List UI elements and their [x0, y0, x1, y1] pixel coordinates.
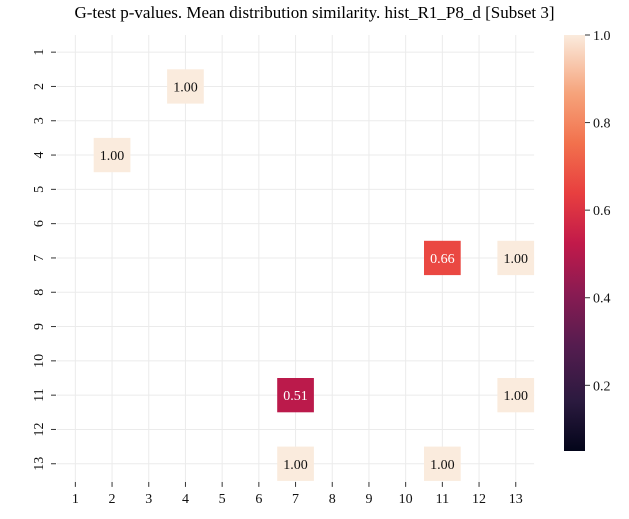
colorbar-tick-label: 0.4 [593, 292, 611, 307]
y-tick-label: 1 [32, 49, 47, 56]
x-tick-label: 13 [509, 492, 523, 507]
x-tick-label: 5 [219, 492, 226, 507]
cell-value-label: 1.00 [504, 389, 529, 404]
heatmap-cell [497, 378, 535, 413]
y-tick-label: 11 [32, 388, 47, 401]
y-tick-label: 3 [32, 117, 47, 124]
y-tick-label: 5 [32, 186, 47, 193]
x-tick-label: 3 [145, 492, 152, 507]
colorbar-tick-label: 0.6 [593, 204, 611, 219]
x-tick-label: 12 [472, 492, 486, 507]
colorbar: 0.2 0.4 0.6 0.8 1.0 [564, 29, 611, 451]
colorbar-tick-label: 0.2 [593, 379, 611, 394]
cell-value-label: 1.00 [504, 252, 529, 267]
x-tick-label: 1 [72, 492, 79, 507]
x-tick-label: 2 [109, 492, 116, 507]
x-tick-label: 6 [255, 492, 262, 507]
x-tick-label: 10 [399, 492, 413, 507]
y-tick-label: 13 [32, 457, 47, 471]
y-tick-label: 2 [32, 83, 47, 90]
x-tick-label: 11 [436, 492, 449, 507]
x-tick-label: 7 [292, 492, 299, 507]
heatmap-cell [424, 240, 461, 276]
heatmap-cells: 1.00 1.00 0.66 1.00 0.51 1.00 1.00 1.00 [93, 69, 535, 481]
y-tick-label: 10 [32, 354, 47, 368]
colorbar-gradient [564, 35, 585, 451]
heatmap-cell [277, 378, 314, 413]
colorbar-tick-label: 1.0 [593, 29, 611, 44]
heatmap-cell [497, 240, 535, 276]
heatmap-cell [277, 446, 314, 481]
cell-value-label: 1.00 [430, 458, 455, 473]
cell-value-label: 0.66 [430, 252, 455, 267]
cell-value-label: 1.00 [283, 458, 308, 473]
y-tick-label: 6 [32, 220, 47, 227]
y-tick-label: 4 [32, 152, 47, 159]
x-axis: 1 2 3 4 5 6 7 8 9 10 11 12 13 [72, 481, 523, 507]
y-tick-label: 7 [32, 254, 47, 261]
y-tick-label: 12 [32, 422, 47, 436]
cell-value-label: 1.00 [100, 149, 125, 164]
grid-lines [57, 35, 535, 481]
cell-value-label: 0.51 [283, 389, 308, 404]
heatmap-cell [93, 137, 131, 173]
cell-value-label: 1.00 [173, 80, 198, 95]
x-tick-label: 9 [365, 492, 372, 507]
x-tick-label: 4 [182, 492, 189, 507]
x-tick-label: 8 [329, 492, 336, 507]
y-tick-label: 8 [32, 289, 47, 296]
heatmap-cell [424, 446, 461, 481]
colorbar-tick-label: 0.8 [593, 117, 611, 132]
y-tick-label: 9 [32, 323, 47, 330]
chart-title: G-test p-values. Mean distribution simil… [74, 3, 555, 22]
heatmap-cell [167, 69, 204, 104]
